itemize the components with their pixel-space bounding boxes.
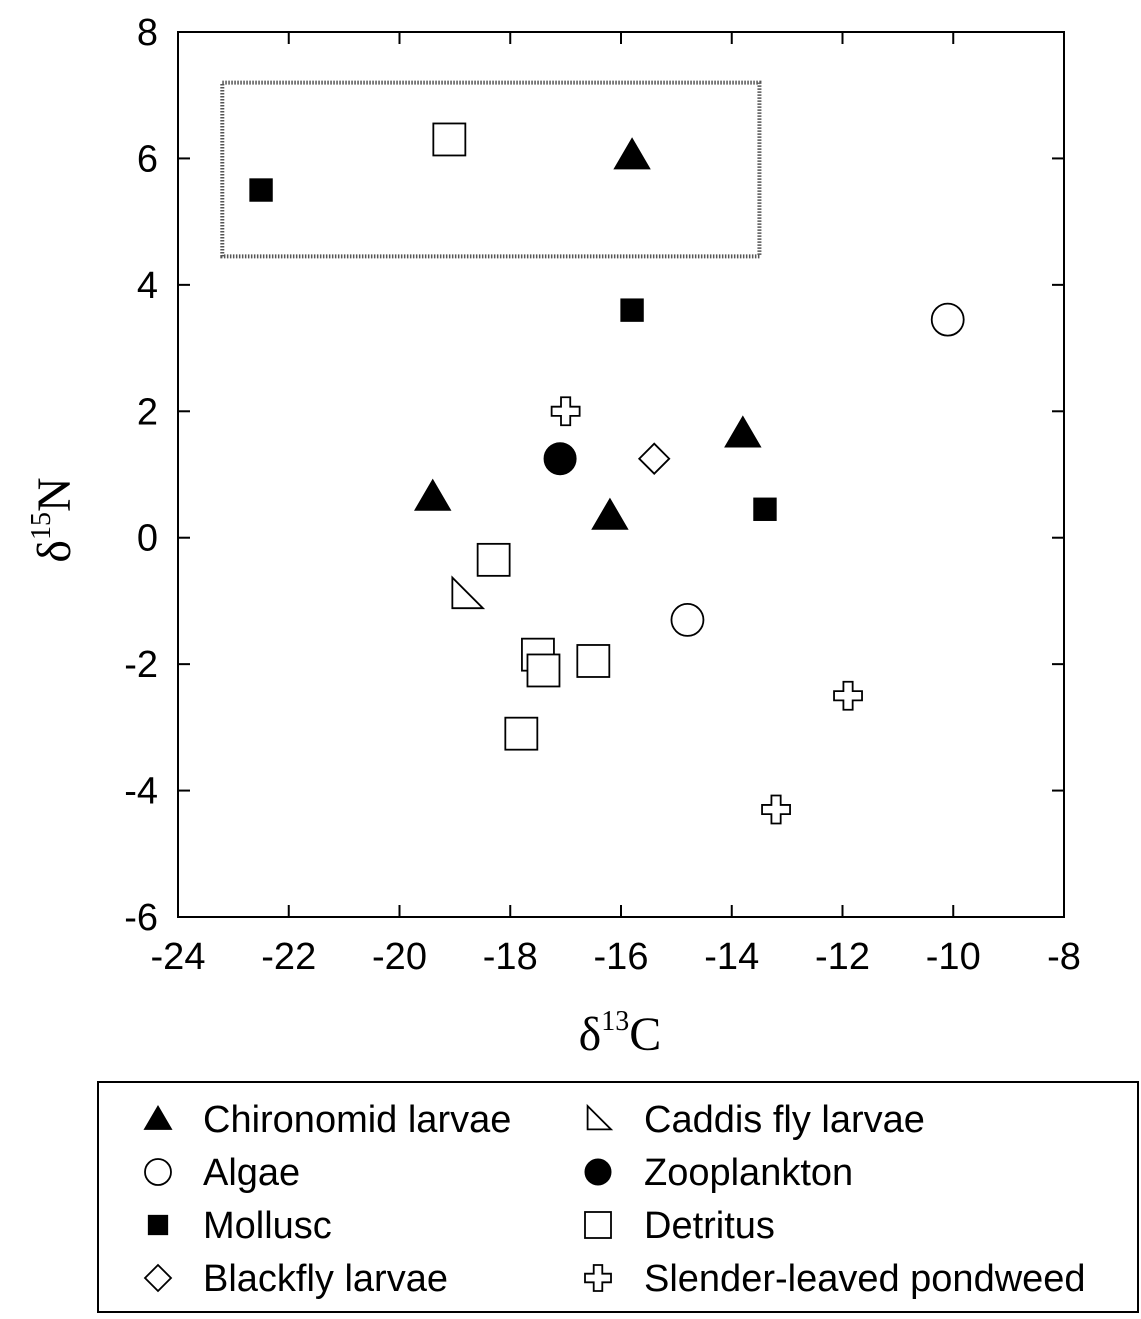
x-axis-superscript: 13	[601, 1006, 629, 1037]
y-axis-label: δ15N	[26, 477, 81, 562]
highlight-box	[220, 80, 762, 259]
filled-square-point	[620, 298, 644, 322]
legend-label: Slender-leaved pondweed	[644, 1258, 1086, 1300]
y-tick-label: 6	[137, 138, 158, 180]
y-tick-label: -2	[124, 644, 158, 686]
series-mollusc	[249, 178, 777, 521]
legend: Chironomid larvae Algae Mollusc Blackfly la…	[97, 1081, 1139, 1313]
filled-triangle-point	[414, 478, 452, 511]
x-tick-label: -20	[372, 936, 427, 978]
open-cross-point	[761, 794, 791, 825]
legend-marker-filled-square	[147, 1214, 169, 1236]
series-caddis-fly-larvae	[451, 575, 486, 610]
legend-marker-open-cross	[584, 1264, 612, 1292]
x-tick-label: -8	[1047, 936, 1081, 978]
open-square-point	[476, 542, 511, 577]
series-detritus	[432, 122, 611, 751]
legend-marker-open-circle	[144, 1158, 172, 1186]
legend-label: Blackfly larvae	[203, 1258, 448, 1300]
legend-label: Caddis fly larvae	[644, 1099, 925, 1141]
y-tick-label: -6	[124, 897, 158, 939]
legend-label: Zooplankton	[644, 1152, 853, 1194]
series-blackfly-larvae	[637, 442, 671, 475]
data-markers	[249, 122, 965, 825]
x-axis-symbol: δ	[579, 1008, 602, 1061]
x-axis-element: C	[629, 1008, 661, 1061]
open-square-point	[504, 716, 539, 751]
y-tick-label: 2	[137, 391, 158, 433]
axes: -24 -22 -20 -18 -16 -14 -12 -10 -886420-2-4-6δ13…	[26, 12, 1081, 1061]
series-zooplankton	[543, 442, 577, 476]
y-tick-label: 8	[137, 12, 158, 54]
x-tick-label: -24	[151, 936, 206, 978]
legend-box	[97, 1081, 1139, 1313]
legend-label: Chironomid larvae	[203, 1099, 511, 1141]
x-tick-label: -12	[815, 936, 870, 978]
open-square-point	[432, 122, 467, 157]
x-tick-label: -10	[926, 936, 981, 978]
open-circle-point	[930, 302, 965, 337]
legend-marker-open-diamond	[143, 1263, 173, 1293]
x-tick-label: -18	[483, 936, 538, 978]
x-tick-label: -16	[594, 936, 649, 978]
x-tick-label: -22	[261, 936, 316, 978]
series-slender-leaved-pondweed	[550, 396, 863, 825]
y-axis-symbol: δ	[28, 540, 81, 563]
filled-triangle-point	[591, 497, 629, 530]
legend-marker-open-square	[584, 1211, 612, 1239]
filled-triangle-point	[613, 137, 651, 170]
open-right-triangle-point	[451, 575, 486, 610]
legend-marker-filled-triangle	[143, 1105, 173, 1130]
x-axis-label: δ13C	[579, 1006, 662, 1061]
open-diamond-point	[637, 442, 671, 475]
open-square-point	[526, 653, 561, 688]
open-circle-point	[670, 602, 705, 637]
filled-square-point	[249, 178, 273, 202]
legend-marker-open-right-triangle	[586, 1103, 614, 1131]
legend-marker-filled-circle	[584, 1158, 612, 1186]
open-square-point	[576, 644, 611, 678]
open-cross-point	[550, 396, 581, 427]
legend-label: Mollusc	[203, 1205, 332, 1247]
legend-label: Detritus	[644, 1205, 775, 1247]
series-chironomid-larvae	[414, 137, 762, 530]
legend-label: Algae	[203, 1152, 300, 1194]
series-algae	[670, 302, 965, 637]
y-tick-label: 0	[137, 518, 158, 560]
y-tick-label: 4	[137, 265, 158, 307]
x-tick-label: -14	[704, 936, 759, 978]
filled-circle-point	[543, 442, 577, 476]
y-tick-label: -4	[124, 771, 158, 813]
y-axis-element: N	[28, 477, 81, 512]
y-axis-superscript: 15	[26, 512, 57, 540]
filled-square-point	[753, 497, 777, 521]
filled-triangle-point	[724, 415, 762, 448]
open-cross-point	[833, 680, 863, 711]
